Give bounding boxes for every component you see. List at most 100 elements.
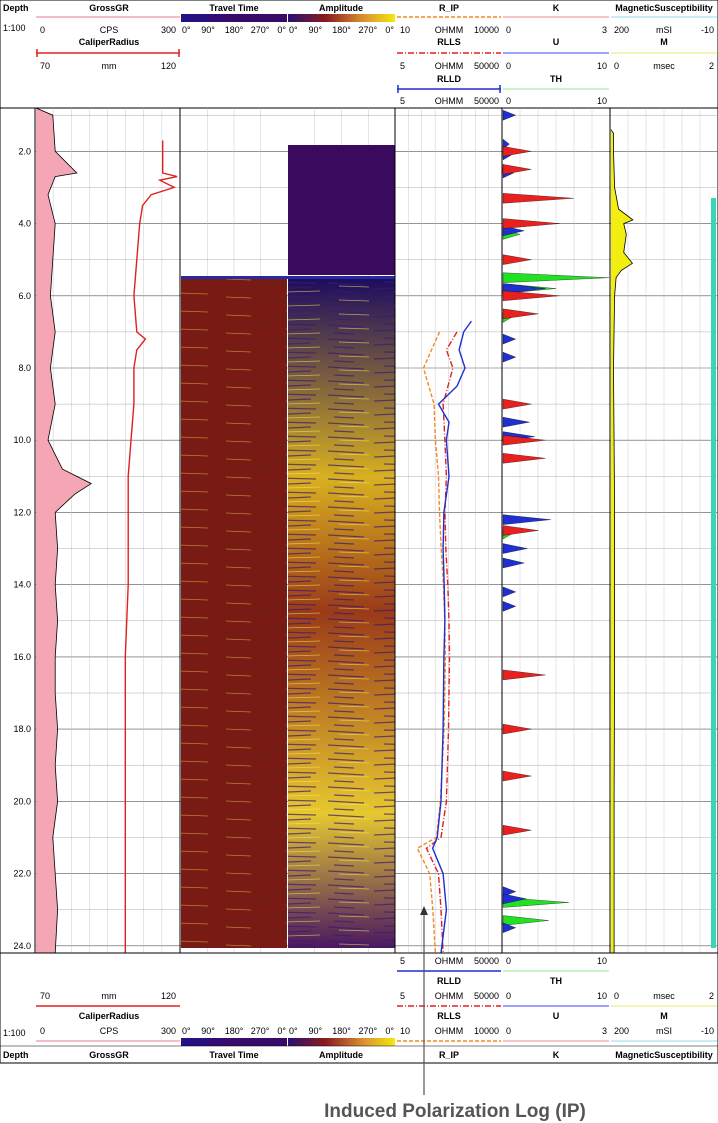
depth-tick-label: 16.0 [13,652,31,662]
colorbar-tick: 0° [289,1026,298,1036]
colorbar-tick: 0° [182,1026,191,1036]
depth-tick-label: 12.0 [13,507,31,517]
travel-time-colorbar [181,14,287,22]
colorbar-tick: 90° [201,25,215,35]
rlld-curve [431,320,472,954]
u-bar [502,416,530,428]
rlld-min-bottom: 5 [400,956,405,966]
colorbar-tick: 0° [277,25,286,35]
colorbar-tick: 90° [308,1026,322,1036]
caliper-max: 120 [161,61,176,71]
rlld-title: RLLD [437,74,461,84]
log-body: 2.0 4.0 6.0 8.0 10.0 12.0 14.0 16.0 18.0 20.0 22.0… [0,107,718,954]
u-min: 0 [506,61,511,71]
u-min-bottom: 0 [506,991,511,1001]
caliper-title-bottom: CaliperRadius [79,1011,140,1021]
magsus-unit-bottom: mSI [656,1026,672,1036]
caliperradius-curve [124,140,178,953]
amplitude-ticks-bottom: 0° 90° 180° 270° 0° [289,1026,394,1036]
depth-tick-label: 14.0 [13,580,31,590]
k-bar [502,723,532,735]
k-min-bottom: 0 [506,1026,511,1036]
amplitude-upper-image [288,145,395,275]
magneticsusceptibility-fill [611,129,633,953]
travel-time-ticks: 0° 90° 180° 270° 0° [182,25,286,35]
depth-label-bottom: Depth [3,1050,29,1060]
k-bar [502,669,546,681]
r-ip-unit: OHMM [435,25,464,35]
spectral-gamma-bars [502,110,610,933]
th-max-bottom: 10 [597,956,607,966]
u-title: U [553,37,560,47]
u-max-bottom: 10 [597,991,607,1001]
r-ip-max-bottom: 10000 [474,1026,499,1036]
grossgr-max-bottom: 300 [161,1026,176,1036]
depth-tick-label: 2.0 [18,146,31,156]
depth-axis: 2.0 4.0 6.0 8.0 10.0 12.0 14.0 16.0 18.0 20.0 22.0… [13,146,31,950]
u-bar [502,110,517,121]
th-max: 10 [597,96,607,106]
r-ip-unit-bottom: OHMM [435,1026,464,1036]
u-bar [502,514,551,525]
amplitude-title: Amplitude [319,3,363,13]
m-max-bottom: 2 [709,991,714,1001]
magsus-min: 200 [614,25,629,35]
k-bar [502,435,546,446]
caliper-min-bottom: 70 [40,991,50,1001]
rlld-title-bottom: RLLD [437,976,461,986]
rlls-min: 5 [400,61,405,71]
rlls-unit: OHMM [435,61,464,71]
colorbar-tick: 180° [225,25,244,35]
top-header: Depth 1:100 GrossGR 0 CPS 300 CaliperRad… [0,0,718,109]
magsus-title: MagneticSusceptibility [615,3,713,13]
u-bar [502,893,527,905]
grossgr-max: 300 [161,25,176,35]
depth-header-label: Depth [3,3,29,13]
th-min: 0 [506,96,511,106]
colorbar-tick: 90° [201,1026,215,1036]
k-bar [502,290,560,301]
grossgr-title: GrossGR [89,3,129,13]
depth-tick-label: 24.0 [13,941,31,951]
k-bar [502,525,539,536]
colorbar-tick: 0° [385,1026,394,1036]
ip-caption: Induced Polarization Log (IP) [324,1101,586,1122]
grossgr-min-bottom: 0 [40,1026,45,1036]
magsus-min-bottom: 200 [614,1026,629,1036]
u-bar [502,557,525,569]
amplitude-title-bottom: Amplitude [319,1050,363,1060]
colorbar-tick: 0° [182,25,191,35]
colorbar-tick: 0° [277,1026,286,1036]
u-title-bottom: U [553,1011,560,1021]
bottom-header: 5 OHMM 50000 RLLD 0 10 TH 70 mm 120 Cali… [0,952,718,1064]
grossgr-fill [36,108,92,953]
rlld-min: 5 [400,96,405,106]
caliper-max-bottom: 120 [161,991,176,1001]
m-title-bottom: M [660,1011,668,1021]
m-min: 0 [614,61,619,71]
rlls-max-bottom: 50000 [474,991,499,1001]
magsus-max-bottom: -10 [701,1026,714,1036]
grossgr-unit-bottom: CPS [100,1026,119,1036]
colorbar-tick: 180° [225,1026,244,1036]
magsus-unit: mSI [656,25,672,35]
k-bar [502,308,539,320]
rlls-title-bottom: RLLS [437,1011,461,1021]
caliper-title: CaliperRadius [79,37,140,47]
caliper-min: 70 [40,61,50,71]
r-ip-max: 10000 [474,25,499,35]
k-bar [502,398,532,410]
depth-tick-label: 22.0 [13,869,31,879]
th-bar [502,272,610,283]
k-bar [502,453,546,464]
k-bar [502,825,532,836]
grossgr-curve [35,107,93,954]
rlld-unit: OHMM [435,96,464,106]
amplitude-colorbar [288,14,395,22]
u-bar [502,333,517,345]
grossgr-min: 0 [40,25,45,35]
scale-label: 1:100 [3,23,26,33]
k-bar [502,193,574,204]
grossgr-unit: CPS [100,25,119,35]
